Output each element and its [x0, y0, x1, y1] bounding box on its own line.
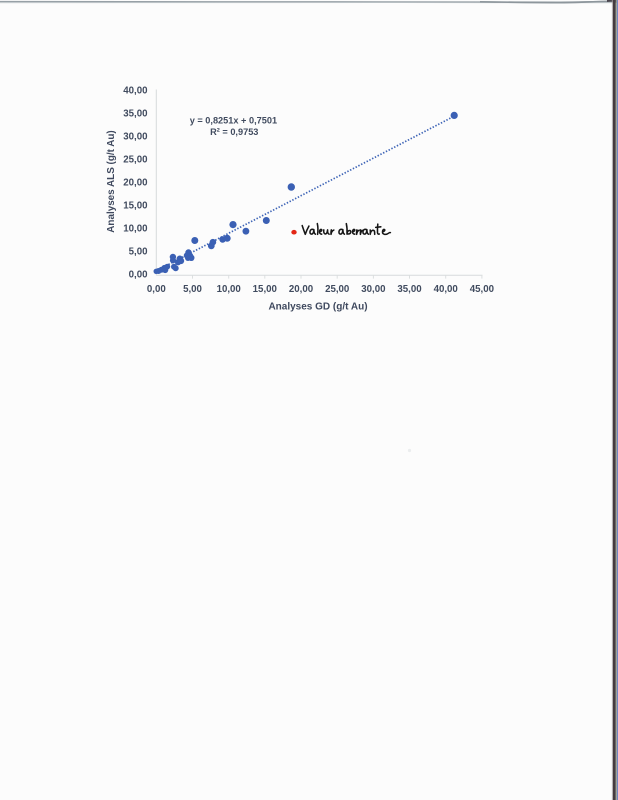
- svg-text:Analyses ALS (g/t Au): Analyses ALS (g/t Au): [106, 130, 117, 232]
- svg-text:35,00: 35,00: [123, 109, 147, 120]
- svg-text:y = 0,8251x + 0,7501: y = 0,8251x + 0,7501: [190, 115, 277, 125]
- svg-text:0,00: 0,00: [147, 284, 166, 295]
- svg-text:10,00: 10,00: [217, 284, 241, 295]
- svg-text:5,00: 5,00: [129, 246, 148, 257]
- svg-text:30,00: 30,00: [123, 132, 147, 143]
- svg-text:15,00: 15,00: [123, 201, 147, 212]
- svg-text:0,00: 0,00: [129, 269, 148, 280]
- svg-text:10,00: 10,00: [123, 223, 147, 234]
- svg-text:R² = 0,9753: R² = 0,9753: [210, 127, 258, 137]
- svg-text:35,00: 35,00: [397, 284, 421, 295]
- svg-text:15,00: 15,00: [253, 284, 277, 295]
- svg-text:5,00: 5,00: [183, 284, 202, 295]
- svg-text:20,00: 20,00: [289, 284, 313, 295]
- svg-text:30,00: 30,00: [361, 284, 385, 295]
- svg-text:25,00: 25,00: [325, 284, 349, 295]
- svg-text:20,00: 20,00: [123, 178, 147, 189]
- svg-text:40,00: 40,00: [434, 284, 458, 295]
- svg-text:45,00: 45,00: [470, 284, 494, 295]
- svg-text:Analyses GD (g/t Au): Analyses GD (g/t Au): [268, 302, 367, 313]
- svg-text:40,00: 40,00: [123, 86, 147, 97]
- svg-text:25,00: 25,00: [123, 155, 147, 166]
